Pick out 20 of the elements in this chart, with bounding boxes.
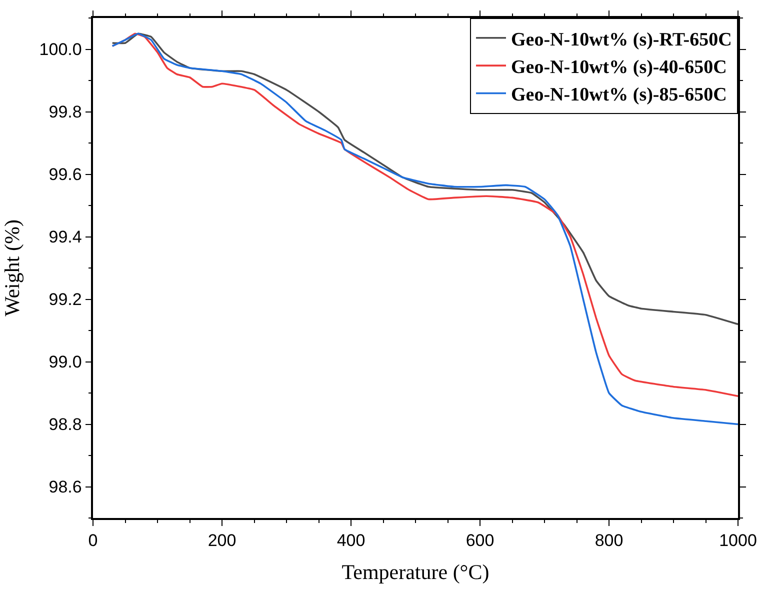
y-tick-label: 99.6 xyxy=(48,165,82,184)
y-tick-label: 98.6 xyxy=(48,478,82,497)
x-tick-label: 200 xyxy=(208,531,236,550)
x-tick-label: 1000 xyxy=(719,531,757,550)
x-tick-label: 600 xyxy=(466,531,494,550)
legend-label: Geo-N-10wt% (s)-40-650C xyxy=(511,56,727,78)
y-tick-label: 99.8 xyxy=(48,102,82,122)
x-tick-label: 0 xyxy=(88,531,98,550)
y-tick-label: 100.0 xyxy=(39,40,82,60)
legend-label: Geo-N-10wt% (s)-85-650C xyxy=(511,84,727,106)
legend-label: Geo-N-10wt% (s)-RT-650C xyxy=(511,29,732,50)
y-axis-title: Weight (%) xyxy=(0,220,24,316)
y-tick-label: 98.8 xyxy=(48,415,82,434)
x-tick-label: 800 xyxy=(594,531,624,550)
x-tick-label: 400 xyxy=(336,531,366,550)
x-axis-title: Temperature (°C) xyxy=(342,560,490,584)
y-tick-label: 99.2 xyxy=(48,290,82,310)
y-tick-label: 99.4 xyxy=(48,228,82,247)
line-series xyxy=(111,32,738,326)
y-tick-label: 99.0 xyxy=(48,352,82,372)
